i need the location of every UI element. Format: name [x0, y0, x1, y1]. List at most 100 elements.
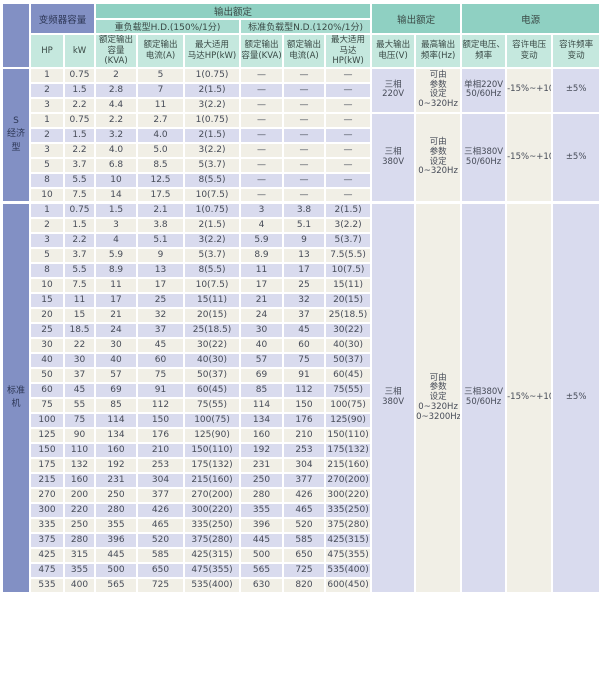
cell-hd-current: 3.8 — [136, 216, 186, 234]
cell-hd-current: 37 — [136, 321, 186, 339]
merged-max-voltage-cell: 三相 380V — [370, 111, 417, 204]
cell-hp: 2 — [29, 216, 65, 234]
cell-kw: 132 — [62, 456, 97, 474]
output-rating-group-header: 输出额定 — [94, 2, 373, 20]
cell-nd-motor: 125(90) — [324, 411, 373, 429]
cell-kw: 37 — [62, 366, 97, 384]
cell-nd-capacity: 11 — [239, 261, 285, 279]
cell-hd-motor: 50(37) — [183, 366, 242, 384]
section-label: 标准机 — [1, 201, 31, 594]
cell-hp: 300 — [29, 501, 65, 519]
cell-hd-capacity: 3.2 — [94, 126, 139, 144]
cell-hd-capacity: 250 — [94, 486, 139, 504]
cell-nd-motor: 60(45) — [324, 366, 373, 384]
merged-supply-cell: 三相380V 50/60Hz — [460, 111, 508, 204]
cell-kw: 7.5 — [62, 186, 97, 204]
cell-hd-current: 176 — [136, 426, 186, 444]
col-header-kw: kW — [62, 33, 97, 69]
cell-hd-capacity: 8.9 — [94, 261, 139, 279]
cell-nd-current: 32 — [282, 291, 327, 309]
table-row: 125 90 134 176 125(90) 160 210 150(110) — [2, 426, 600, 444]
cell-kw: 160 — [62, 471, 97, 489]
cell-kw: 11 — [62, 291, 97, 309]
cell-nd-motor: 425(315) — [324, 531, 373, 549]
cell-kw: 2.2 — [62, 96, 97, 114]
cell-nd-capacity: 8.9 — [239, 246, 285, 264]
cell-hd-motor: 215(160) — [183, 471, 242, 489]
cell-nd-capacity: 396 — [239, 516, 285, 534]
cell-kw: 75 — [62, 411, 97, 429]
cell-nd-current: — — [282, 66, 327, 84]
cell-hd-motor: 5(3.7) — [183, 246, 242, 264]
table-row: 75 55 85 112 75(55) 114 150 100(75) — [2, 396, 600, 414]
col-header-freq-fluct: 容许频率 变动 — [551, 33, 600, 69]
table-row: 10 7.5 14 17.5 10(7.5) — — — — [2, 186, 600, 204]
cell-nd-motor: 600(450) — [324, 576, 373, 594]
cell-hd-motor: 8(5.5) — [183, 261, 242, 279]
cell-kw: 5.5 — [62, 261, 97, 279]
cell-kw: 3.7 — [62, 246, 97, 264]
cell-nd-motor: 270(200) — [324, 471, 373, 489]
cell-hd-motor: 1(0.75) — [183, 66, 242, 84]
cell-hp: 175 — [29, 456, 65, 474]
table-row: 3 2.2 4.4 11 3(2.2) — — — — [2, 96, 600, 114]
cell-nd-motor: — — [324, 126, 373, 144]
cell-hd-capacity: 445 — [94, 546, 139, 564]
cell-hp: 30 — [29, 336, 65, 354]
cell-hd-motor: 75(55) — [183, 396, 242, 414]
cell-hd-current: 426 — [136, 501, 186, 519]
col-header-max-freq: 最高输出 频率(Hz) — [414, 33, 463, 69]
cell-hd-current: 650 — [136, 561, 186, 579]
cell-kw: 315 — [62, 546, 97, 564]
cell-nd-current: — — [282, 141, 327, 159]
cell-nd-motor: 375(280) — [324, 516, 373, 534]
table-row: 25 18.5 24 37 25(18.5) 30 45 30(22) — [2, 321, 600, 339]
cell-kw: 45 — [62, 381, 97, 399]
cell-hd-capacity: 40 — [94, 351, 139, 369]
cell-hd-current: 377 — [136, 486, 186, 504]
cell-nd-capacity: 85 — [239, 381, 285, 399]
cell-hp: 3 — [29, 141, 65, 159]
cell-hd-capacity: 30 — [94, 336, 139, 354]
table-row: 535 400 565 725 535(400) 630 820 600(450) — [2, 576, 600, 594]
table-row: 50 37 57 75 50(37) 69 91 60(45) — [2, 366, 600, 384]
cell-hd-motor: 25(18.5) — [183, 321, 242, 339]
spec-table: 变频器容量 输出额定 输出额定 电源 重负载型H.D.(150%/1分) 标准负… — [1, 2, 600, 594]
cell-kw: 1.5 — [62, 216, 97, 234]
cell-nd-current: 585 — [282, 531, 327, 549]
cell-hp: 535 — [29, 576, 65, 594]
cell-hd-capacity: 85 — [94, 396, 139, 414]
cell-nd-current: 650 — [282, 546, 327, 564]
cell-hd-capacity: 2 — [94, 66, 139, 84]
cell-hp: 335 — [29, 516, 65, 534]
cell-hp: 3 — [29, 231, 65, 249]
cell-hp: 1 — [29, 66, 65, 84]
cell-hd-capacity: 231 — [94, 471, 139, 489]
cell-hd-current: 7 — [136, 81, 186, 99]
cell-hp: 20 — [29, 306, 65, 324]
table-row: 8 5.5 10 12.5 8(5.5) — — — — [2, 171, 600, 189]
normal-duty-header: 标准负载型N.D.(120%/1分) — [239, 18, 373, 35]
cell-hd-capacity: 6.8 — [94, 156, 139, 174]
cell-hd-motor: 425(315) — [183, 546, 242, 564]
col-header-hd-motor: 最大适用 马达HP(kW) — [183, 33, 242, 69]
merged-max-freq-cell: 可由 参数 设定 0~320Hz 0~3200Hz — [414, 201, 463, 594]
col-header-nd-current: 额定输出 电流(A) — [282, 33, 327, 69]
merged-max-freq-cell: 可由 参数 设定 0~320Hz — [414, 66, 463, 114]
table-row: 175 132 192 253 175(132) 231 304 215(160) — [2, 456, 600, 474]
cell-hd-capacity: 2.2 — [94, 111, 139, 129]
cell-nd-current: 520 — [282, 516, 327, 534]
capacity-group-header: 变频器容量 — [28, 2, 97, 35]
cell-hd-capacity: 114 — [94, 411, 139, 429]
cell-nd-current: 377 — [282, 471, 327, 489]
cell-nd-motor: 150(110) — [324, 426, 373, 444]
cell-nd-capacity: 134 — [239, 411, 285, 429]
cell-hp: 3 — [29, 96, 65, 114]
cell-nd-capacity: 114 — [239, 396, 285, 414]
table-row: 475 355 500 650 475(355) 565 725 535(400) — [2, 561, 600, 579]
cell-hd-motor: 475(355) — [183, 561, 242, 579]
cell-nd-motor: 300(220) — [324, 486, 373, 504]
col-header-rated-voltage-freq: 额定电压、 频率 — [460, 33, 508, 69]
cell-nd-current: 45 — [282, 321, 327, 339]
cell-nd-motor: — — [324, 66, 373, 84]
